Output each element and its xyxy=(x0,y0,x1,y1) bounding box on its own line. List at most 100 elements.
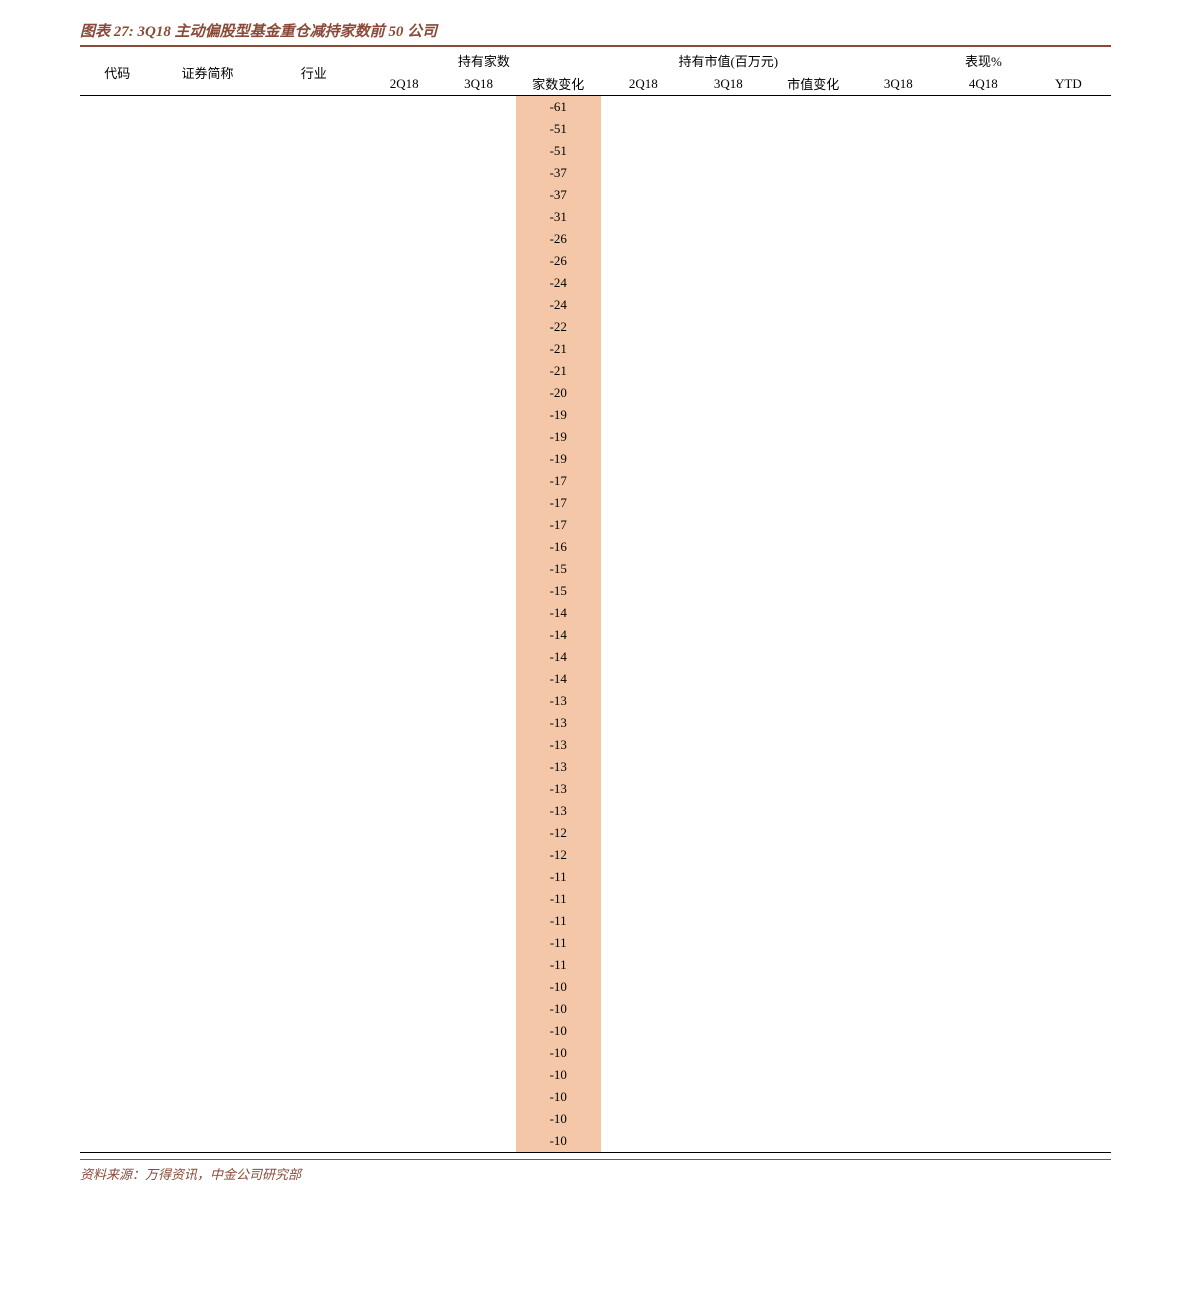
table-cell xyxy=(154,426,260,448)
table-row: -14 xyxy=(80,646,1111,668)
table-row: -13 xyxy=(80,756,1111,778)
table-cell xyxy=(80,118,154,140)
table-cell xyxy=(771,646,856,668)
table-cell xyxy=(941,690,1026,712)
table-cell xyxy=(856,866,941,888)
table-cell xyxy=(154,184,260,206)
table-cell xyxy=(601,184,686,206)
table-cell xyxy=(856,734,941,756)
table-cell xyxy=(80,184,154,206)
table-cell xyxy=(941,118,1026,140)
table-cell xyxy=(856,756,941,778)
table-row: -20 xyxy=(80,382,1111,404)
table-cell xyxy=(441,844,515,866)
table-cell xyxy=(261,668,367,690)
change-cell: -20 xyxy=(516,382,601,404)
table-cell xyxy=(367,96,441,119)
table-cell xyxy=(601,624,686,646)
table-row: -26 xyxy=(80,250,1111,272)
table-cell xyxy=(80,756,154,778)
table-cell xyxy=(261,646,367,668)
table-cell xyxy=(601,272,686,294)
table-cell xyxy=(261,844,367,866)
table-cell xyxy=(941,734,1026,756)
table-cell xyxy=(686,228,771,250)
table-cell xyxy=(154,558,260,580)
table-row: -13 xyxy=(80,690,1111,712)
table-cell xyxy=(1026,1108,1111,1130)
table-cell xyxy=(856,536,941,558)
table-cell xyxy=(941,1020,1026,1042)
table-cell xyxy=(1026,558,1111,580)
table-row: -13 xyxy=(80,712,1111,734)
change-cell: -13 xyxy=(516,734,601,756)
change-cell: -26 xyxy=(516,228,601,250)
table-cell xyxy=(1026,492,1111,514)
table-cell xyxy=(154,1020,260,1042)
table-cell xyxy=(154,844,260,866)
table-cell xyxy=(941,954,1026,976)
table-row: -24 xyxy=(80,272,1111,294)
bottom-border xyxy=(80,1152,1111,1153)
table-cell xyxy=(154,800,260,822)
table-cell xyxy=(771,690,856,712)
table-cell xyxy=(1026,976,1111,998)
table-cell xyxy=(771,514,856,536)
table-cell xyxy=(441,294,515,316)
table-cell xyxy=(856,448,941,470)
table-row: -26 xyxy=(80,228,1111,250)
table-cell xyxy=(261,426,367,448)
table-cell xyxy=(686,646,771,668)
table-cell xyxy=(80,448,154,470)
table-cell xyxy=(601,382,686,404)
table-cell xyxy=(1026,1086,1111,1108)
table-cell xyxy=(367,734,441,756)
table-header: 代码 证券简称 行业 持有家数 持有市值(百万元) 表现% 2Q18 3Q18 … xyxy=(80,47,1111,96)
table-cell xyxy=(80,338,154,360)
table-cell xyxy=(80,96,154,119)
table-row: -21 xyxy=(80,360,1111,382)
table-cell xyxy=(771,756,856,778)
table-cell xyxy=(154,822,260,844)
table-cell xyxy=(941,96,1026,119)
table-cell xyxy=(601,558,686,580)
table-cell xyxy=(771,448,856,470)
table-cell xyxy=(1026,382,1111,404)
table-cell xyxy=(80,668,154,690)
table-cell xyxy=(154,140,260,162)
table-cell xyxy=(1026,888,1111,910)
table-cell xyxy=(441,426,515,448)
change-cell: -10 xyxy=(516,1130,601,1152)
table-cell xyxy=(80,844,154,866)
table-cell xyxy=(686,1130,771,1152)
table-cell xyxy=(856,910,941,932)
change-cell: -11 xyxy=(516,866,601,888)
table-row: -10 xyxy=(80,1086,1111,1108)
header-name: 证券简称 xyxy=(154,47,260,96)
table-cell xyxy=(771,800,856,822)
table-cell xyxy=(686,734,771,756)
table-cell xyxy=(686,558,771,580)
table-cell xyxy=(1026,844,1111,866)
table-cell xyxy=(856,976,941,998)
table-cell xyxy=(1026,316,1111,338)
table-cell xyxy=(261,558,367,580)
table-cell xyxy=(261,1020,367,1042)
table-cell xyxy=(261,1064,367,1086)
table-cell xyxy=(941,448,1026,470)
table-cell xyxy=(80,514,154,536)
table-cell xyxy=(261,624,367,646)
table-cell xyxy=(856,690,941,712)
table-cell xyxy=(367,690,441,712)
table-cell xyxy=(441,866,515,888)
table-cell xyxy=(80,1064,154,1086)
table-cell xyxy=(367,558,441,580)
table-cell xyxy=(80,1042,154,1064)
table-cell xyxy=(771,1130,856,1152)
table-cell xyxy=(1026,404,1111,426)
change-cell: -13 xyxy=(516,690,601,712)
table-cell xyxy=(80,822,154,844)
change-cell: -14 xyxy=(516,624,601,646)
table-cell xyxy=(941,1086,1026,1108)
table-cell xyxy=(856,1064,941,1086)
